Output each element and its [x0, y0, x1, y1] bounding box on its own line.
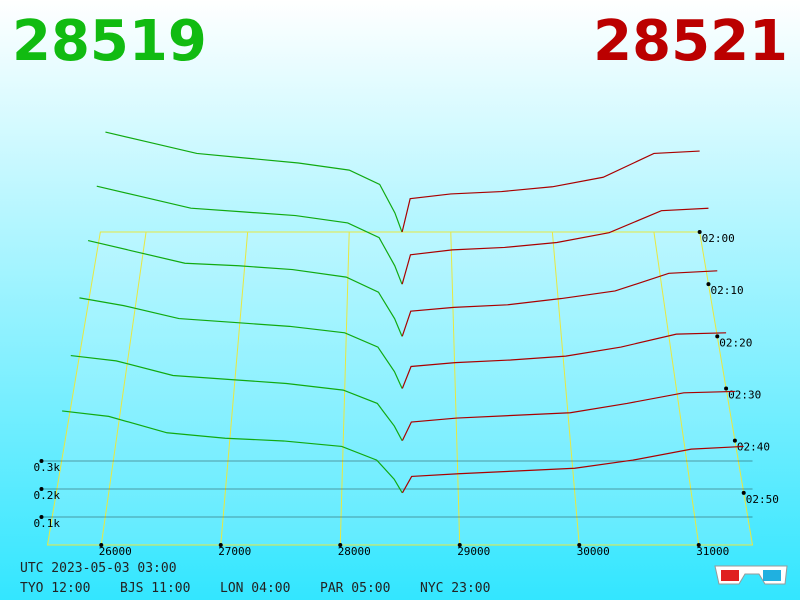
bid-depth-line	[62, 410, 403, 494]
x-tick-mark	[696, 543, 701, 547]
floor	[46, 231, 754, 546]
grid-line	[100, 231, 147, 546]
grid-line	[220, 231, 249, 546]
x-tick-label: 29000	[457, 545, 490, 558]
z-tick-mark	[39, 487, 44, 491]
time-tick-label: 02:10	[710, 284, 743, 297]
ask-depth-line	[401, 207, 709, 285]
time-tick-label: 02:20	[719, 336, 752, 349]
ask-depth-line	[401, 270, 718, 337]
3d-glasses-icon	[714, 565, 788, 585]
z-tick-mark	[39, 515, 44, 519]
time-tick-mark	[715, 334, 720, 339]
utc-time: UTC 2023-05-03 03:00	[20, 561, 177, 576]
clock: NYC 23:00	[420, 581, 490, 596]
time-tick-label: 02:00	[702, 232, 735, 245]
time-tick-label: 02:50	[746, 493, 779, 506]
bid-depth-line	[70, 354, 403, 441]
x-tick-mark	[338, 543, 343, 547]
bid-depth-line	[79, 297, 403, 389]
plot: 26000 27000 28000 29000 30000 31000 0.1k 0.2k 0.…	[33, 131, 779, 558]
x-tick-label: 26000	[99, 545, 132, 558]
grid-line	[450, 231, 461, 546]
time-tick-mark	[706, 282, 711, 287]
time-tick-label: 02:40	[737, 441, 770, 454]
ask-depth-line	[401, 445, 744, 494]
grid-line	[653, 231, 700, 546]
grid-line	[339, 231, 350, 546]
bid-depth-line	[105, 131, 403, 233]
ask-price: 28521	[593, 9, 788, 74]
x-tick-label: 28000	[338, 545, 371, 558]
clocks: TYO 12:00 BJS 11:00 LON 04:00 PAR 05:00 NYC …	[20, 581, 490, 596]
x-tick-mark	[218, 543, 223, 547]
time-tick-label: 02:30	[728, 389, 761, 402]
clock: LON 04:00	[220, 581, 290, 596]
ask-depth-line	[401, 150, 700, 233]
x-tick-mark	[99, 543, 104, 547]
ask-depth-line	[401, 390, 735, 441]
clock: TYO 12:00	[20, 581, 90, 596]
z-tick-label: 0.2k	[33, 489, 60, 502]
z-tick-label: 0.3k	[33, 461, 60, 474]
clock: BJS 11:00	[120, 581, 190, 596]
z-tick-mark	[39, 459, 44, 463]
x-tick-label: 31000	[696, 545, 729, 558]
x-tick-label: 27000	[218, 545, 251, 558]
time-tick-mark	[741, 490, 746, 495]
time-tick-mark	[697, 230, 702, 234]
time-tick-mark	[724, 386, 729, 391]
x-tick-mark	[577, 543, 582, 547]
clock: PAR 05:00	[320, 581, 390, 596]
z-tick-label: 0.1k	[33, 517, 60, 530]
x-tick-mark	[457, 543, 462, 547]
bid-depth-line	[87, 239, 403, 337]
x-tick-label: 30000	[577, 545, 610, 558]
grid-line	[551, 231, 580, 546]
bid-depth-line	[96, 185, 403, 285]
time-tick-mark	[732, 438, 737, 443]
ask-depth-line	[401, 332, 727, 389]
bid-price: 28519	[12, 9, 207, 74]
